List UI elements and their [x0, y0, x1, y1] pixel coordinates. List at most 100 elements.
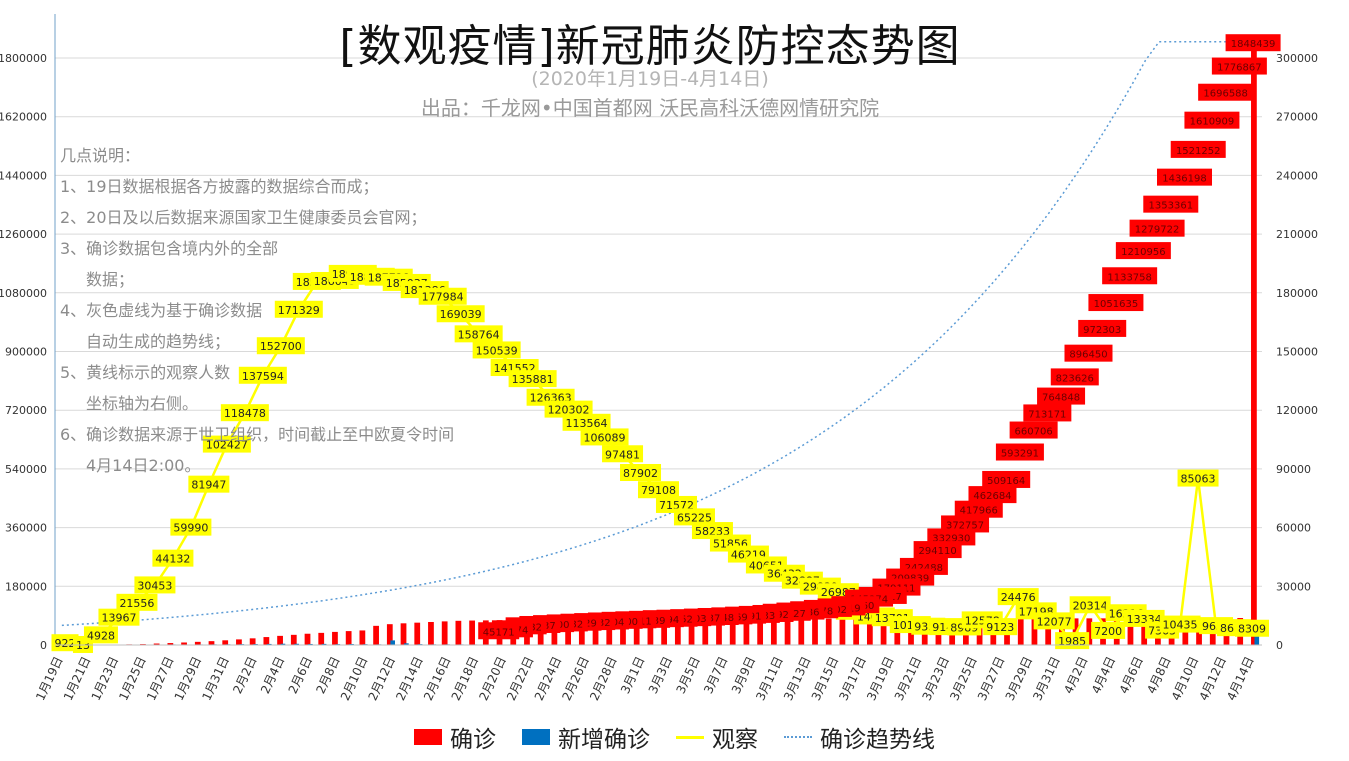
- observation-label-bg: [83, 626, 118, 644]
- confirmed-bar: [359, 630, 366, 645]
- confirmed-bar: [757, 618, 764, 645]
- confirmed-bar: [1031, 618, 1038, 645]
- confirmed-label: 1133758: [1107, 272, 1152, 283]
- x-tick-label: 2月8日: [313, 654, 342, 696]
- note-line: 坐标轴为右侧。: [86, 394, 199, 413]
- confirmed-label-bg: [1037, 387, 1086, 405]
- confirmed-bar: [181, 642, 187, 645]
- confirmed-label-bg: [1078, 319, 1127, 337]
- observation-label: 20314: [1073, 599, 1108, 612]
- confirmed-label: 1776867: [1217, 63, 1262, 74]
- legend-item: 观察: [676, 720, 758, 754]
- x-tick-label: 3月7日: [701, 654, 730, 696]
- observation-label-bg: [673, 508, 715, 526]
- observation-label-bg: [1235, 619, 1269, 637]
- confirmed-label-bg: [1170, 140, 1226, 158]
- confirmed-bar: [1251, 42, 1257, 646]
- confirmed-bar: [373, 625, 379, 645]
- observation-label-bg: [508, 370, 557, 388]
- observation-label: 1985: [1058, 635, 1086, 648]
- confirmed-label-bg: [1211, 57, 1267, 75]
- observation-label: 9123: [986, 621, 1014, 634]
- y-left-tick-label: 1620000: [0, 111, 47, 124]
- y-left-tick-label: 180000: [5, 580, 47, 593]
- x-tick-label: 2月4日: [258, 654, 287, 696]
- confirmed-bar: [853, 618, 860, 645]
- confirmed-bar: [1045, 618, 1052, 645]
- confirmed-label: 1051635: [1094, 299, 1139, 310]
- confirmed-bar: [633, 618, 640, 645]
- confirmed-bar: [770, 618, 777, 645]
- y-right-tick-label: 210000: [1276, 228, 1318, 241]
- confirmed-label: 896450: [1069, 350, 1107, 361]
- confirmed-bar: [674, 618, 681, 645]
- observation-label: 21556: [119, 597, 154, 610]
- confirmed-label: 764848: [1042, 393, 1080, 404]
- confirmed-label-bg: [1157, 168, 1213, 186]
- x-tick-label: 1月31日: [199, 654, 232, 702]
- confirmed-bar: [153, 643, 160, 645]
- note-line: 1、19日数据根据各方披露的数据综合而成；: [60, 177, 379, 196]
- confirmed-label: 1696588: [1203, 89, 1248, 100]
- confirmed-label: 294110: [919, 546, 957, 557]
- confirmed-label-bg: [941, 515, 990, 533]
- observation-label: 81947: [191, 479, 226, 492]
- confirmed-bar: [345, 631, 352, 645]
- observation-label-bg: [418, 287, 467, 305]
- x-tick-label: 2月6日: [286, 654, 315, 696]
- confirmed-label: 1436198: [1162, 174, 1207, 185]
- confirmed-label: 593291: [1001, 449, 1039, 460]
- confirmed-label-bg: [1129, 219, 1185, 237]
- note-line: 3、确诊数据包含境内外的全部: [60, 239, 279, 258]
- confirmed-bar: [263, 637, 270, 645]
- observation-label-bg: [256, 337, 305, 355]
- observation-label: 7200: [1094, 625, 1122, 638]
- observation-label: 79108: [641, 484, 676, 497]
- confirmed-bar: [236, 639, 242, 645]
- x-tick-label: 4月14日: [1224, 654, 1257, 702]
- confirmed-label: 972303: [1083, 325, 1121, 336]
- y-left-tick-label: 540000: [5, 463, 47, 476]
- legend-swatch: [676, 735, 704, 739]
- observation-label: 85063: [1181, 473, 1216, 486]
- observation-label: 120302: [548, 404, 590, 417]
- confirmed-bar: [716, 618, 722, 645]
- confirmed-label: 1848439: [1231, 39, 1276, 50]
- y-left-tick-label: 360000: [5, 522, 47, 535]
- observation-label-bg: [544, 400, 593, 418]
- confirmed-label-bg: [1102, 267, 1158, 285]
- confirmed-bar: [304, 633, 311, 645]
- observation-label-bg: [602, 445, 644, 463]
- observation-label-bg: [580, 428, 629, 446]
- confirmed-label: 823626: [1056, 373, 1094, 384]
- x-tick-label: 3月3日: [646, 654, 675, 696]
- confirmed-bar: [729, 618, 736, 645]
- observation-label: 24476: [1001, 591, 1036, 604]
- y-right-tick-label: 150000: [1276, 346, 1318, 359]
- confirmed-label-bg: [1225, 34, 1281, 52]
- observation-label-bg: [454, 325, 503, 343]
- observation-label-bg: [134, 576, 176, 594]
- confirmed-label-bg: [913, 541, 962, 559]
- y-right-tick-label: 120000: [1276, 404, 1318, 417]
- confirmed-label-bg: [1198, 83, 1254, 101]
- observation-label: 65225: [677, 511, 712, 524]
- confirmed-bar: [400, 623, 407, 645]
- legend-item: 新增确诊: [522, 720, 650, 754]
- confirmed-label: 45171: [483, 627, 515, 638]
- confirmed-bar: [839, 618, 846, 645]
- y-right-tick-label: 300000: [1276, 52, 1318, 65]
- observation-label: 30453: [137, 579, 172, 592]
- confirmed-label-bg: [982, 470, 1031, 488]
- observation-label-bg: [220, 404, 269, 422]
- observation-label: 171329: [278, 304, 320, 317]
- observation-label: 152700: [260, 340, 302, 353]
- confirmed-bar: [318, 632, 325, 645]
- note-line: 2、20日及以后数据来源国家卫生健康委员会官网；: [60, 208, 427, 227]
- observation-label-bg: [1091, 621, 1126, 639]
- x-tick-label: 3月31日: [1030, 654, 1063, 702]
- confirmed-bar: [469, 620, 475, 645]
- legend-item: 确诊: [414, 720, 496, 754]
- confirmed-bar: [798, 618, 805, 645]
